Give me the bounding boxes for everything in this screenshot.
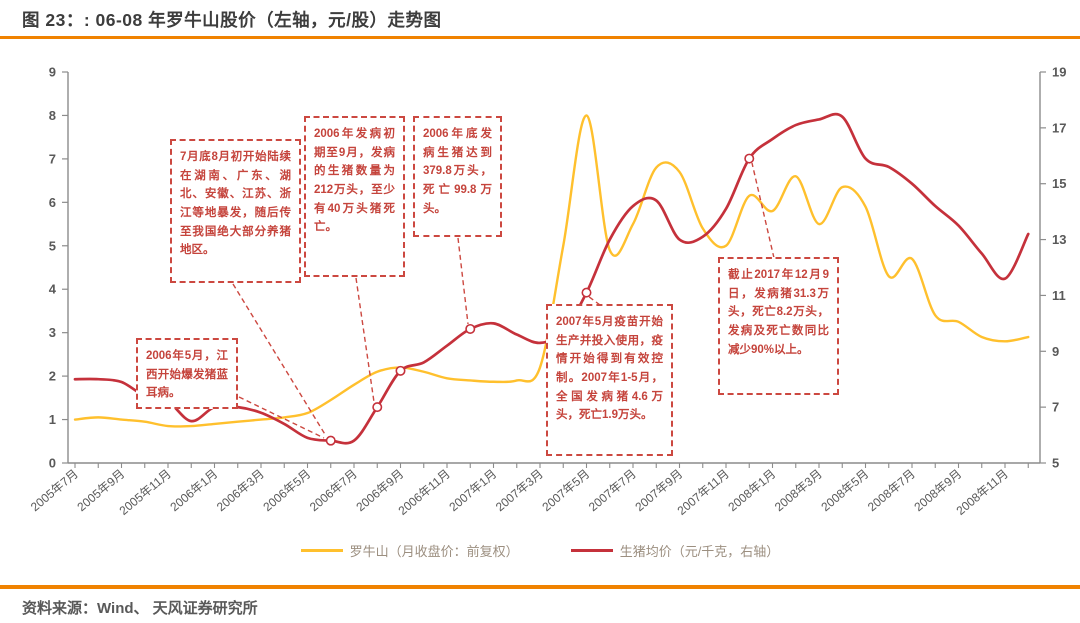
event-marker (744, 153, 755, 164)
y-tick-label-right: 9 (1052, 344, 1059, 359)
x-axis-label: 2006年5月 (260, 467, 313, 515)
legend-label-pig-price: 生猪均价（元/千克，右轴） (619, 544, 780, 559)
x-axis-label: 2008年1月 (725, 467, 778, 515)
y-tick-label-left: 9 (49, 65, 56, 80)
x-axis-label: 2005年11月 (117, 467, 174, 518)
x-axis-label: 2006年1月 (167, 467, 220, 515)
annotation-leader-line (355, 277, 375, 403)
x-axis-label: 2006年7月 (307, 467, 360, 515)
y-tick-label-right: 19 (1052, 65, 1066, 80)
x-axis-label: 2007年1月 (446, 467, 499, 515)
annotation-leader-line (457, 237, 469, 325)
y-tick-label-left: 1 (49, 412, 56, 427)
title-divider (0, 36, 1080, 39)
event-marker (325, 435, 336, 446)
annotation-callout-year-end-2006: 2006年底发病生猪达到379.8万头，死亡99.8万头。 (413, 116, 502, 237)
annotation-leader-line (232, 283, 327, 437)
y-tick-label-right: 13 (1052, 232, 1066, 247)
x-axis-label: 2008年5月 (818, 467, 871, 515)
y-tick-label-right: 15 (1052, 176, 1066, 191)
annotation-leader-line (751, 162, 775, 259)
annotation-callout-july-outbreak: 7月底8月初开始陆续在湖南、广东、湖北、安徽、江苏、浙江等地暴发，随后传至我国绝… (170, 139, 301, 283)
footer-divider (0, 585, 1080, 589)
legend-swatch-red (570, 549, 613, 552)
y-tick-label-right: 7 (1052, 400, 1059, 415)
series-line-luoniushan (73, 114, 1030, 428)
x-axis-label: 2007年11月 (675, 467, 732, 518)
x-axis-label: 2008年7月 (865, 467, 918, 515)
event-marker (465, 323, 476, 334)
x-axis-label: 2006年3月 (214, 467, 267, 515)
annotation-callout-initial-stage-2006: 2006年发病初期至9月，发病的生猪数量为212万头，至少有40万头猪死亡。 (304, 116, 405, 277)
x-axis-label: 2005年7月 (28, 467, 81, 515)
annotation-callout-jiangxi-may-2006: 2006年5月，江西开始爆发猪蓝耳病。 (136, 338, 238, 409)
y-tick-label-left: 7 (49, 151, 56, 166)
y-tick-label-left: 4 (49, 282, 57, 297)
y-tick-label-left: 8 (49, 108, 56, 123)
x-axis-label: 2008年3月 (772, 467, 825, 515)
annotation-leader-line (587, 295, 601, 306)
event-marker (395, 365, 406, 376)
x-axis-label: 2007年5月 (539, 467, 592, 515)
legend-swatch-yellow (300, 549, 343, 552)
legend-label-luoniushan: 罗牛山（月收盘价：前复权） (349, 544, 519, 559)
y-tick-label-left: 3 (49, 325, 56, 340)
annotation-leader-line (238, 396, 325, 439)
annotation-callout-vaccine-2007: 2007年5月疫苗开始生产并投入使用，疫情开始得到有效控制。2007年1-5月，… (546, 304, 673, 456)
y-tick-label-left: 2 (49, 369, 56, 384)
y-tick-label-right: 17 (1052, 120, 1066, 135)
x-axis-label: 2006年11月 (396, 467, 453, 518)
y-tick-label-right: 5 (1052, 456, 1059, 471)
source-text: 资料来源：Wind、 天风证券研究所 (22, 600, 258, 617)
y-tick-label-right: 11 (1052, 288, 1066, 303)
chart-legend: 罗牛山（月收盘价：前复权） 生猪均价（元/千克，右轴） (0, 541, 1080, 560)
x-axis-label: 2007年3月 (493, 467, 546, 515)
y-tick-label-left: 0 (49, 456, 56, 471)
y-tick-label-left: 6 (49, 195, 56, 210)
figure-title: 图 23：: 06-08 年罗牛山股价（左轴，元/股）走势图 (22, 10, 442, 30)
legend-item-luoniushan: 罗牛山（月收盘价：前复权） (300, 541, 519, 560)
event-marker (581, 287, 592, 298)
event-marker (372, 402, 383, 413)
x-axis-label: 2008年11月 (954, 467, 1011, 518)
y-tick-label-left: 5 (49, 238, 56, 253)
x-axis-label: 2007年7月 (586, 467, 639, 515)
annotation-callout-dec-report: 截止2017年12月9日，发病猪31.3万头，死亡8.2万头，发病及死亡数同比减… (718, 257, 839, 395)
legend-item-pig-price: 生猪均价（元/千克，右轴） (570, 541, 780, 560)
